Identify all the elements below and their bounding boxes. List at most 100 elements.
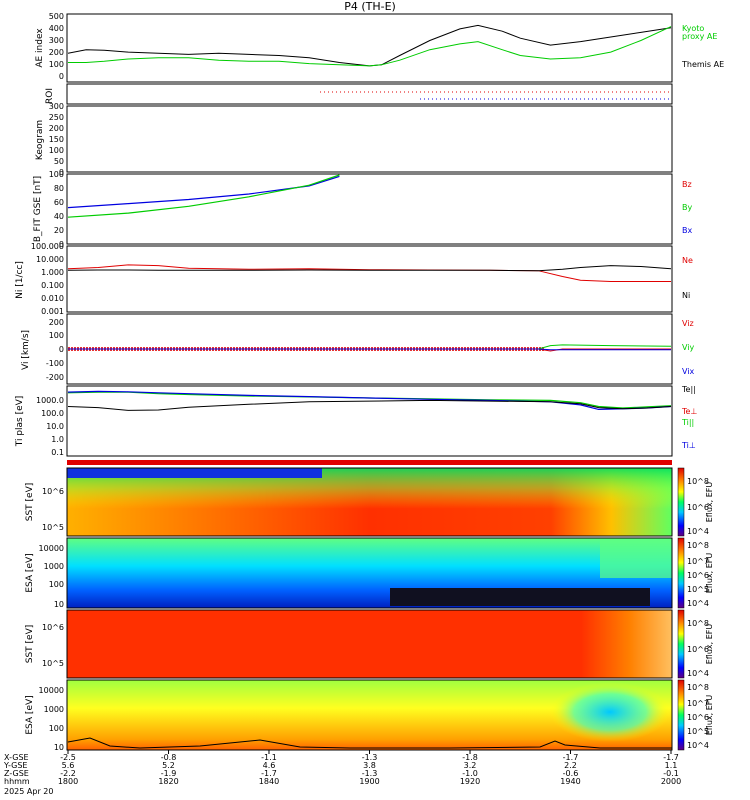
vi-ytick-200: 200 [49,318,64,327]
panel-ni-frame [66,245,673,313]
xaxis-tick-x: -2.5 [60,753,76,762]
ti-ytick-100: 100.0 [41,409,64,418]
esa-el-cb-tick-1e7: 10^7 [687,699,709,708]
esa-ions-ytick-100: 100 [49,580,64,589]
vi-ytick-100: 100 [49,331,64,340]
sst-el-frame [66,609,673,679]
ti-ytick-0.1: 0.1 [51,448,64,457]
panel-ni-ylabel: Ni [1/cc] [15,261,25,299]
xaxis-tick-y: 2.2 [564,761,577,770]
esa-el-ytick-100: 100 [49,724,64,733]
xaxis-tick-z: -1.3 [362,769,378,778]
ti-series-tiperp [67,390,672,411]
panel-esa-ions-ylabel: ESA [eV] [25,553,35,592]
ae-ytick-500: 500 [49,12,64,21]
ti-legend-tipar: Ti|| [681,418,694,427]
sst-ions-cb-label: Eflux, EFU [705,482,714,523]
esa-ions-colorbar [677,537,685,609]
esa-ions-cb-tick-1e5: 10^5 [687,585,709,594]
ti-ytick-10: 10.0 [46,422,64,431]
esa-el-cb-tick-1e5: 10^5 [687,727,709,736]
keogram-ytick-250: 250 [49,113,64,122]
keogram-ytick-200: 200 [49,124,64,133]
esa-el-ytick-1000: 1000 [44,705,64,714]
xaxis-tick-x: -1.8 [462,753,478,762]
xaxis-tick-hhmm: 1900 [359,777,379,786]
panel-vi-ylabel: Vi [km/s] [21,330,31,370]
panel-vi-frame [66,313,673,385]
esa-ions-frame [66,537,673,609]
ae-series-themis [67,24,672,67]
vi-legend-vix: Vix [682,367,695,376]
panel-vi: Vi [km/s] 200 100 0 -100 -200 Viz Viy Vi… [21,313,695,385]
ae-ytick-200: 200 [49,48,64,57]
ae-series-kyoto [68,26,672,67]
sst-el-cb-tick-1e6: 10^6 [687,645,709,654]
bfit-ytick-20: 20 [54,226,64,235]
keogram-ytick-300: 300 [49,102,64,111]
panel-esa-ions: ESA [eV] 10000 1000 100 10 10^8 10^7 10^… [25,537,714,609]
esa-ions-cb-tick-1e7: 10^7 [687,557,709,566]
xaxis-tick-hhmm: 1940 [560,777,580,786]
sst-el-cb-label: Eflux, EFU [705,624,714,665]
esa-ions-dark-patch [390,588,650,606]
panel-sst-electrons: SST [eV] 10^6 10^5 10^8 10^6 10^4 Eflux,… [25,609,714,679]
sst-ions-cb-tick-1e6: 10^6 [687,503,709,512]
bfit-series-by [67,174,340,218]
xaxis-tick-y: 4.6 [263,761,276,770]
panel-esa-el-ylabel: ESA [eV] [25,695,35,734]
panel-sst-ions: SST [eV] 10^6 10^5 10^8 10^6 10^4 Eflux,… [25,467,714,537]
ti-ytick-1: 1.0 [51,435,64,444]
ni-ytick-0.01: 0.010 [41,294,64,303]
panel-roi: ROI [45,83,673,105]
xaxis-tick-y: 3.8 [363,761,376,770]
xaxis-rowlabel-x: X-GSE [4,753,29,762]
esa-el-cb-tick-1e4: 10^4 [687,741,709,750]
esa-ions-ytick-1000: 1000 [44,562,64,571]
xaxis-tick-y: 5.2 [162,761,175,770]
panel-roi-frame [66,83,673,105]
bfit-ytick-0: 0 [59,240,64,249]
sst-el-cb-tick-1e4: 10^4 [687,669,709,678]
esa-ions-ytick-10: 10 [54,600,64,609]
esa-ions-green-right [600,538,672,578]
xaxis-rowlabel-z: Z-GSE [4,769,29,778]
keogram-ytick-100: 100 [49,146,64,155]
ti-ytick-1000: 1000.0 [36,396,64,405]
sst-el-cb-tick-1e8: 10^8 [687,619,709,628]
panel-sst-el-ylabel: SST [eV] [25,625,35,664]
bfit-ytick-100: 100 [49,170,64,179]
xaxis-tick-z: -0.1 [663,769,679,778]
esa-ions-cb-tick-1e8: 10^8 [687,541,709,550]
panel-ti: Ti plas [eV] 1000.0 100.0 10.0 1.0 0.1 T… [15,385,697,457]
xaxis-rowlabel-y: Y-GSE [3,761,27,770]
bfit-legend-bx: Bx [682,226,692,235]
ni-ytick-10: 10.000 [36,255,64,264]
bfit-series-bx [67,175,340,209]
esa-ions-ytick-10000: 10000 [39,544,64,553]
keogram-ytick-0: 0 [59,168,64,177]
panel-ti-frame [66,385,673,457]
mode-status-bar [67,460,672,465]
sst-ions-ytick-1e5: 10^5 [42,523,64,532]
sst-el-ytick-1e5: 10^5 [42,659,64,668]
ni-legend-ni: Ni [682,291,690,300]
xaxis-tick-hhmm: 1820 [158,777,178,786]
esa-ions-cb-tick-1e4: 10^4 [687,599,709,608]
vi-ytick-m100: -100 [46,359,64,368]
xaxis-tick-z: -0.6 [563,769,579,778]
esa-el-cb-tick-1e6: 10^6 [687,713,709,722]
esa-ions-cb-label: Eflux, EFU [705,553,714,594]
xaxis-tick-hhmm: 1800 [58,777,78,786]
vi-legend-viy: Viy [682,343,695,352]
sst-ions-colorbar [677,467,685,537]
keogram-ytick-50: 50 [54,157,64,166]
panel-bfit: B_FIT GSE [nT] 100 80 60 40 20 0 Bz By B… [33,170,692,249]
esa-el-blue-region [550,682,670,742]
sst-ions-cb-tick-1e4: 10^4 [687,527,709,536]
xaxis-rowlabel-hhmm: hhmm [4,777,30,786]
panel-ni: Ni [1/cc] 100.000 10.000 1.000 0.100 0.0… [15,242,693,316]
xaxis-date: 2025 Apr 20 [4,787,53,796]
sst-el-background [67,610,672,678]
ae-ytick-0: 0 [59,72,64,81]
